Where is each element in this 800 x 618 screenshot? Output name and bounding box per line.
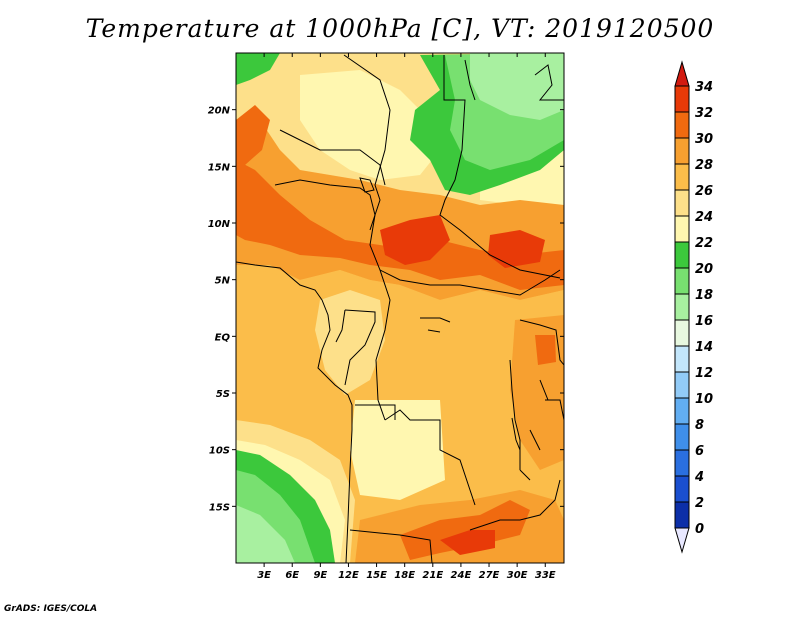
lat-tick-label: EQ — [215, 332, 231, 343]
temperature-field — [236, 53, 564, 563]
border-line — [420, 317, 451, 333]
colorbar-label: 24 — [695, 210, 713, 225]
field-north-24 — [300, 70, 440, 180]
lat-tick-label: 20N — [208, 106, 231, 117]
colorbar-box — [674, 371, 690, 399]
border-line — [384, 409, 476, 506]
colorbar-label: 2 — [695, 496, 704, 511]
lat-tick-label: 5S — [216, 389, 230, 400]
colorbar-box — [674, 241, 690, 269]
colorbar-box — [674, 111, 690, 139]
colorbar-box — [674, 501, 690, 529]
lon-tick-label: 30E — [507, 570, 528, 581]
border-line — [464, 59, 476, 101]
lon-tick-labels: 3E 6E 9E 12E 15E 18E 21E 24E 27E 30E 33E — [257, 570, 556, 581]
border-line — [344, 309, 376, 386]
lon-tick-label: 6E — [285, 570, 299, 581]
colorbar-label: 22 — [695, 236, 713, 251]
field-ne-18 — [470, 53, 564, 120]
colorbar-box — [674, 137, 690, 165]
lat-tick-label: 10S — [209, 446, 230, 457]
border-line — [469, 479, 561, 531]
lat-tick-label: 5N — [215, 276, 231, 287]
lat-tick-label: 15S — [209, 502, 230, 513]
field-south-34 — [440, 530, 495, 555]
colorbar-box — [674, 215, 690, 243]
border-line — [534, 64, 564, 101]
border-line — [349, 529, 433, 563]
map-frame — [235, 52, 565, 564]
lat-tick-labels: 20N 15N 10N 5N EQ 5S 10S 15S — [208, 106, 231, 514]
border-line — [439, 55, 561, 279]
colorbar-box — [674, 319, 690, 347]
field-gabon-26 — [315, 290, 385, 395]
colorbar-label: 14 — [695, 340, 713, 355]
colorbar-box — [674, 293, 690, 321]
lon-tick-label: 21E — [422, 570, 443, 581]
colorbar-label: 18 — [695, 288, 713, 303]
colorbar-box — [674, 449, 690, 477]
field-lake-32 — [535, 335, 556, 365]
colorbar-box — [674, 345, 690, 373]
colorbar-label: 34 — [695, 80, 713, 95]
border-line — [545, 399, 564, 421]
colorbar-box — [674, 475, 690, 503]
country-borders — [236, 54, 564, 563]
colorbar-arrow-bottom — [674, 527, 690, 554]
border-line — [519, 379, 549, 481]
lon-tick-label: 24E — [451, 570, 472, 581]
border-line — [335, 309, 346, 343]
lon-tick-label: 9E — [313, 570, 327, 581]
colorbar-box — [674, 423, 690, 451]
field-nw-green — [236, 53, 280, 85]
border-line — [355, 404, 396, 420]
field-nw-32 — [236, 105, 270, 165]
colorbar-label: 32 — [695, 106, 713, 121]
border-line — [375, 269, 391, 421]
lon-tick-label: 12E — [338, 570, 359, 581]
border-line — [343, 54, 391, 231]
colorbar-box — [674, 189, 690, 217]
colorbar-label: 20 — [695, 262, 713, 277]
field-sw-18 — [236, 505, 295, 563]
lon-tick-label: 18E — [394, 570, 415, 581]
border-line — [379, 269, 561, 296]
border-line — [279, 129, 386, 186]
grads-credit: GrADS: IGES/COLA — [4, 604, 98, 614]
colorbar-label: 12 — [695, 366, 713, 381]
field-sahel-34 — [380, 215, 450, 265]
colorbar-box — [674, 163, 690, 191]
lat-tick-label: 15N — [208, 162, 231, 173]
field-sahel-32 — [236, 160, 564, 290]
lat-tick-label: 10N — [208, 219, 231, 230]
border-line — [359, 177, 375, 193]
colorbar-label: 10 — [695, 392, 713, 407]
field-south-32 — [400, 500, 530, 560]
field-angola-24 — [350, 400, 445, 500]
lon-tick-label: 3E — [257, 570, 271, 581]
colorbar-label: 26 — [695, 184, 713, 199]
border-line — [519, 319, 564, 366]
field-sahel-34b — [488, 230, 545, 268]
border-line — [511, 417, 521, 451]
colorbar-label: 6 — [695, 444, 704, 459]
lon-tick-label: 15E — [366, 570, 387, 581]
colorbar-box — [674, 85, 690, 113]
plot-title: Temperature at 1000hPa [C], VT: 20191205… — [85, 14, 715, 43]
colorbar-box — [674, 267, 690, 295]
colorbar-arrow-top — [674, 60, 690, 87]
colorbar-label: 16 — [695, 314, 713, 329]
axis-ticks — [232, 53, 564, 567]
lon-tick-label: 33E — [535, 570, 556, 581]
border-line — [236, 261, 353, 563]
colorbar-label: 30 — [695, 132, 713, 147]
colorbar-label: 0 — [695, 522, 704, 537]
colorbar-box — [674, 397, 690, 425]
colorbar-label: 8 — [695, 418, 704, 433]
lon-tick-label: 27E — [479, 570, 500, 581]
colorbar-label: 4 — [694, 470, 704, 485]
colorbar-label: 28 — [695, 158, 713, 173]
